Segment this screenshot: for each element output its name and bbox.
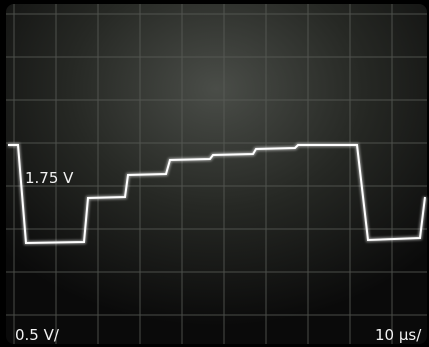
level-label: 1.75 V [25, 169, 74, 187]
oscilloscope-screen: 1.75 V 0.5 V/ 10 µs/ [0, 0, 429, 347]
vertical-scale: 0.5 V/ [15, 326, 60, 344]
page: 1.75 V 0.5 V/ 10 µs/ (() => { const data… [0, 0, 429, 347]
time-scale: 10 µs/ [375, 326, 422, 344]
